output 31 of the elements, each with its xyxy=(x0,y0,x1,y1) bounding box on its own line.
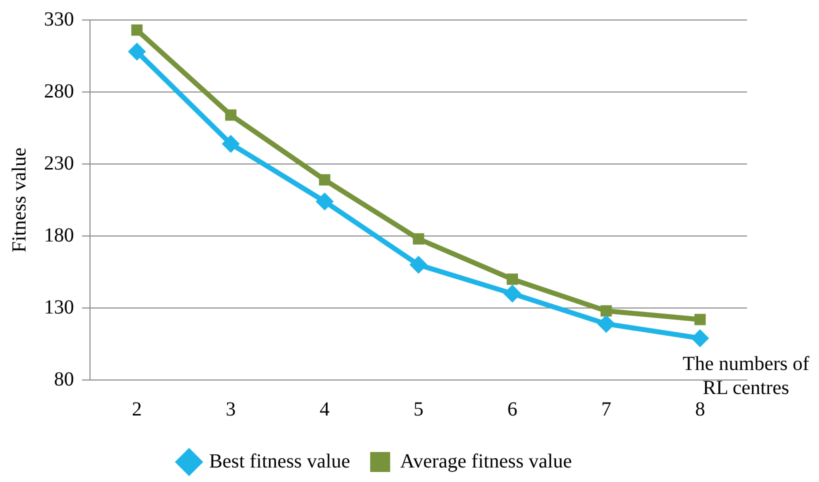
x-axis-title: The numbers of RL centres xyxy=(682,352,810,400)
point xyxy=(128,42,146,61)
point xyxy=(412,233,424,245)
point xyxy=(318,174,330,186)
point xyxy=(222,134,240,153)
y-tick-label: 230 xyxy=(44,152,74,174)
y-axis-title: Fitness value xyxy=(8,147,30,252)
point xyxy=(691,329,710,348)
point xyxy=(316,192,334,210)
legend-label: Average fitness value xyxy=(400,450,572,472)
point xyxy=(600,305,612,317)
x-tick-label: 7 xyxy=(601,398,612,420)
x-tick-label: 8 xyxy=(695,398,706,420)
x-tick-label: 4 xyxy=(320,398,330,420)
y-tick-label: 80 xyxy=(54,368,74,390)
x-tick-label: 6 xyxy=(507,398,518,420)
point xyxy=(225,109,236,121)
point xyxy=(410,256,428,274)
x-tick-label: 2 xyxy=(132,398,142,420)
x-tick-label: 5 xyxy=(414,398,424,420)
point xyxy=(597,314,616,333)
point xyxy=(694,314,706,326)
point xyxy=(506,274,518,285)
point xyxy=(503,284,522,303)
legend-label: Best fitness value xyxy=(209,450,350,472)
x-tick-label: 3 xyxy=(226,398,236,420)
y-tick-label: 330 xyxy=(44,8,74,30)
y-tick-label: 280 xyxy=(44,80,74,102)
y-tick-label: 180 xyxy=(44,224,74,246)
point xyxy=(131,24,143,36)
y-tick-label: 130 xyxy=(44,296,74,318)
